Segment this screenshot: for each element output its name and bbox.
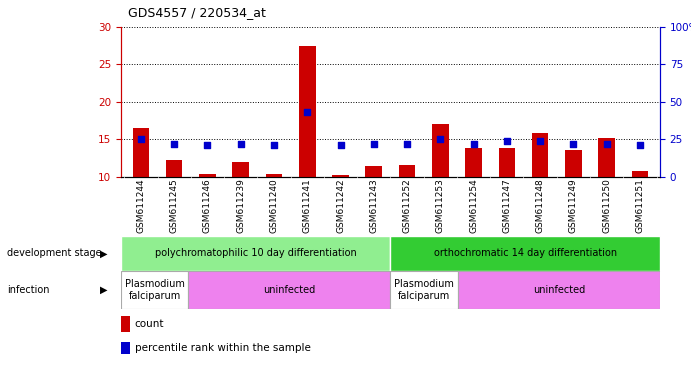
Bar xyxy=(465,148,482,177)
Text: GSM611246: GSM611246 xyxy=(203,179,212,233)
Point xyxy=(568,141,579,147)
Text: GSM611249: GSM611249 xyxy=(569,179,578,233)
Point xyxy=(401,141,413,147)
Point xyxy=(601,141,612,147)
Text: GSM611243: GSM611243 xyxy=(369,179,378,233)
Bar xyxy=(565,151,582,177)
Point xyxy=(435,136,446,142)
Bar xyxy=(598,139,615,177)
Point xyxy=(502,137,513,144)
Text: GSM611254: GSM611254 xyxy=(469,179,478,233)
Text: GSM611239: GSM611239 xyxy=(236,179,245,233)
Bar xyxy=(232,162,249,177)
Bar xyxy=(498,148,515,177)
Text: GSM611248: GSM611248 xyxy=(536,179,545,233)
Point xyxy=(202,142,213,148)
Text: infection: infection xyxy=(7,285,50,295)
Text: ▶: ▶ xyxy=(100,248,107,258)
Point xyxy=(268,142,279,148)
Text: uninfected: uninfected xyxy=(533,285,585,295)
Point xyxy=(235,141,246,147)
Bar xyxy=(121,271,188,309)
Text: GSM611247: GSM611247 xyxy=(502,179,511,233)
Bar xyxy=(121,236,390,271)
Point xyxy=(135,136,146,142)
Text: GDS4557 / 220534_at: GDS4557 / 220534_at xyxy=(128,6,266,19)
Text: uninfected: uninfected xyxy=(263,285,316,295)
Bar xyxy=(133,128,149,177)
Text: GSM611252: GSM611252 xyxy=(403,179,412,233)
Text: ▶: ▶ xyxy=(100,285,107,295)
Bar xyxy=(265,174,283,177)
Point xyxy=(169,141,180,147)
Point xyxy=(302,109,313,115)
Bar xyxy=(390,236,660,271)
Text: Plasmodium
falciparum: Plasmodium falciparum xyxy=(124,279,184,301)
Bar xyxy=(366,166,382,177)
Point xyxy=(368,141,379,147)
Text: GSM611251: GSM611251 xyxy=(636,179,645,233)
Text: polychromatophilic 10 day differentiation: polychromatophilic 10 day differentiatio… xyxy=(155,248,357,258)
Text: GSM611241: GSM611241 xyxy=(303,179,312,233)
Text: Plasmodium
falciparum: Plasmodium falciparum xyxy=(394,279,454,301)
Text: GSM611240: GSM611240 xyxy=(269,179,278,233)
Text: percentile rank within the sample: percentile rank within the sample xyxy=(135,343,311,353)
Text: orthochromatic 14 day differentiation: orthochromatic 14 day differentiation xyxy=(433,248,617,258)
Text: GSM611253: GSM611253 xyxy=(436,179,445,233)
Text: GSM611245: GSM611245 xyxy=(170,179,179,233)
Bar xyxy=(299,46,316,177)
Bar xyxy=(332,175,349,177)
Text: development stage: development stage xyxy=(7,248,102,258)
Bar xyxy=(188,271,390,309)
Point xyxy=(468,141,479,147)
Text: GSM611244: GSM611244 xyxy=(136,179,145,233)
Text: GSM611242: GSM611242 xyxy=(336,179,345,233)
Bar xyxy=(432,124,448,177)
Point xyxy=(335,142,346,148)
Bar xyxy=(199,174,216,177)
Bar xyxy=(166,160,182,177)
Bar xyxy=(458,271,660,309)
Text: GSM611250: GSM611250 xyxy=(602,179,611,233)
Point xyxy=(634,142,645,148)
Bar xyxy=(532,133,549,177)
Bar xyxy=(399,166,415,177)
Bar xyxy=(390,271,458,309)
Point xyxy=(535,137,546,144)
Text: count: count xyxy=(135,319,164,329)
Bar xyxy=(121,341,129,354)
Bar xyxy=(121,316,129,332)
Bar xyxy=(632,170,648,177)
